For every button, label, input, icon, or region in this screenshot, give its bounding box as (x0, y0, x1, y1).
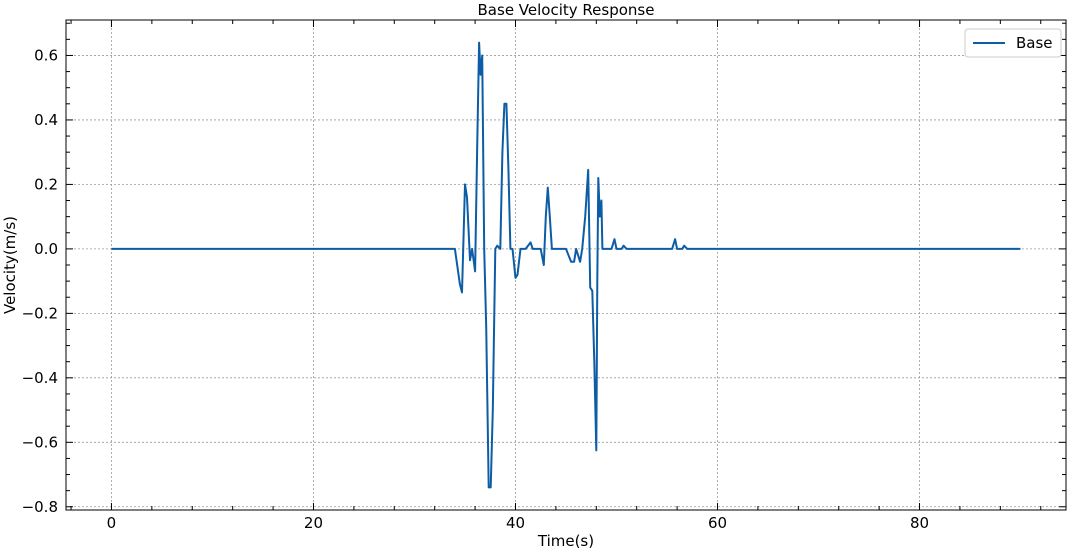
y-tick-label: −0.2 (22, 304, 58, 322)
x-tick-label: 60 (708, 514, 727, 532)
chart-title: Base Velocity Response (478, 1, 655, 19)
y-tick-label: −0.8 (22, 498, 58, 516)
y-tick-label: 0.4 (34, 111, 58, 129)
series-layer (111, 41, 1021, 489)
y-tick-label: −0.6 (22, 433, 58, 451)
x-axis-label: Time(s) (537, 532, 594, 550)
plot-frame (65, 19, 1067, 511)
legend-entry: Base (1016, 34, 1053, 52)
y-tick-label: 0.6 (34, 46, 58, 64)
grid-lines (66, 20, 1066, 510)
y-tick-label: 0.2 (34, 175, 58, 193)
y-tick-label: −0.4 (22, 369, 58, 387)
axis-ticks: 0 20 40 60 80 −0.8 −0.6 −0.4 −0.2 0.0 0.2 0.4 0.6 (22, 20, 1066, 532)
x-tick-label: 80 (910, 514, 929, 532)
y-axis-label: Velocity(m/s) (1, 216, 19, 314)
series-line-base (111, 41, 1021, 489)
legend: Base (964, 28, 1062, 58)
x-tick-label: 40 (506, 514, 525, 532)
legend-frame (964, 28, 1062, 58)
x-tick-label: 0 (107, 514, 117, 532)
x-tick-label: 20 (304, 514, 323, 532)
y-tick-label: 0.0 (34, 240, 58, 258)
